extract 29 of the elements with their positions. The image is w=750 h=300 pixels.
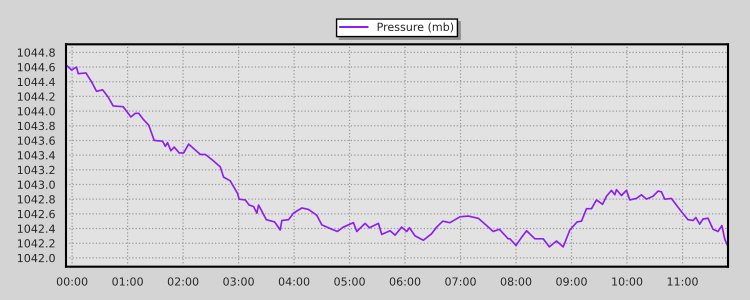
x-tick-label: 10:00	[612, 277, 642, 286]
y-tick-label: 1042.6	[18, 210, 55, 218]
y-tick-label: 1043.0	[18, 180, 55, 189]
x-tick-label: 11:00	[668, 277, 698, 286]
x-tick-label: 09:00	[556, 277, 587, 286]
line-series	[66, 64, 728, 248]
x-tick-label: 06:00	[390, 277, 420, 286]
x-tick-label: 08:00	[500, 277, 532, 286]
y-tick-label: 1043.4	[18, 151, 55, 160]
y-tick-label: 1044.0	[18, 107, 55, 116]
y-tick-label: 1042.2	[18, 239, 54, 248]
y-tick-label: 1044.8	[18, 48, 55, 57]
y-tick-label: 1044.2	[18, 92, 54, 101]
y-tick-label: 1044.4	[18, 78, 55, 86]
y-tick-label: 1042.8	[18, 195, 55, 204]
x-tick-label: 01:00	[112, 277, 143, 286]
y-tick-label: 1043.6	[18, 136, 55, 145]
x-tick-label: 02:00	[168, 277, 198, 286]
x-tick-label: 07:00	[445, 277, 476, 286]
legend-label: Pressure (mb)	[378, 22, 454, 32]
x-tick-label: 03:00	[223, 277, 254, 286]
x-tick-label: 04:00	[278, 277, 310, 286]
y-tick-label: 1044.6	[18, 63, 55, 72]
y-tick-label: 1042.0	[18, 254, 55, 262]
y-tick-label: 1043.2	[18, 166, 54, 174]
y-tick-label: 1043.8	[18, 122, 55, 130]
x-tick-label: 05:00	[334, 277, 365, 286]
y-tick-label: 1042.4	[18, 224, 55, 233]
x-tick-label: 00:00	[56, 277, 88, 286]
